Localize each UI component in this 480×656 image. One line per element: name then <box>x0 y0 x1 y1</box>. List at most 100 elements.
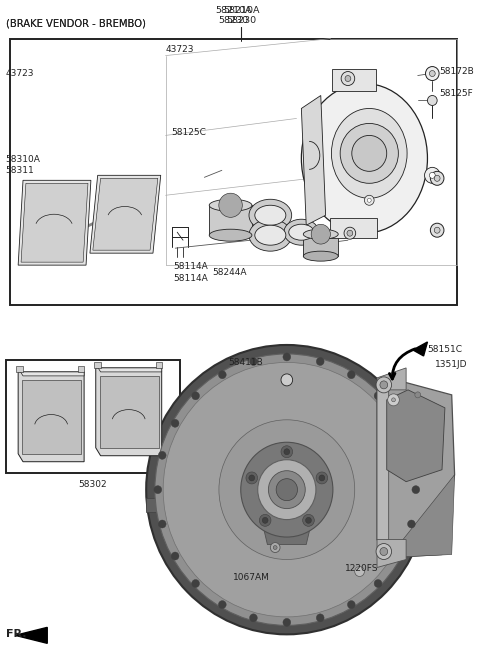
Polygon shape <box>377 539 406 567</box>
Text: 58230: 58230 <box>218 16 249 25</box>
Polygon shape <box>100 376 159 448</box>
Circle shape <box>374 579 382 588</box>
Circle shape <box>348 601 355 609</box>
Polygon shape <box>260 512 314 544</box>
Circle shape <box>431 171 444 185</box>
Ellipse shape <box>258 460 316 520</box>
Circle shape <box>158 520 166 528</box>
Circle shape <box>192 392 200 400</box>
Circle shape <box>283 353 291 361</box>
Circle shape <box>250 614 257 622</box>
Polygon shape <box>16 366 23 372</box>
Circle shape <box>424 167 440 183</box>
Circle shape <box>306 518 312 523</box>
Circle shape <box>430 173 435 178</box>
Polygon shape <box>18 180 91 265</box>
Circle shape <box>425 66 439 81</box>
Circle shape <box>412 485 420 494</box>
Bar <box>11 39 456 305</box>
Text: 58311: 58311 <box>6 167 34 175</box>
Circle shape <box>218 601 226 609</box>
Polygon shape <box>377 378 455 558</box>
Ellipse shape <box>241 442 333 537</box>
Circle shape <box>341 72 355 85</box>
Circle shape <box>434 175 440 181</box>
Text: 43723: 43723 <box>6 68 34 77</box>
Ellipse shape <box>303 251 338 261</box>
Circle shape <box>218 371 226 379</box>
Polygon shape <box>413 342 428 356</box>
Circle shape <box>316 614 324 622</box>
Circle shape <box>380 381 388 389</box>
Text: 58125F: 58125F <box>439 89 473 98</box>
Bar <box>303 234 338 256</box>
Bar <box>333 68 376 91</box>
Ellipse shape <box>303 229 338 239</box>
Ellipse shape <box>276 479 298 501</box>
Circle shape <box>344 227 356 239</box>
Circle shape <box>395 419 402 427</box>
Circle shape <box>431 223 444 237</box>
Text: (BRAKE VENDOR - BREMBO): (BRAKE VENDOR - BREMBO) <box>6 18 145 29</box>
Text: 58210A: 58210A <box>223 6 260 14</box>
Polygon shape <box>21 183 88 262</box>
Circle shape <box>388 394 399 406</box>
Text: 1351JD: 1351JD <box>435 360 468 369</box>
Circle shape <box>345 75 351 81</box>
Circle shape <box>273 546 277 550</box>
Circle shape <box>154 485 162 494</box>
Text: (BRAKE VENDOR - BREMBO): (BRAKE VENDOR - BREMBO) <box>6 18 145 29</box>
Circle shape <box>281 374 293 386</box>
Circle shape <box>262 518 268 523</box>
Circle shape <box>415 392 420 398</box>
Ellipse shape <box>255 205 286 225</box>
Circle shape <box>171 552 179 560</box>
Polygon shape <box>22 380 81 454</box>
Text: 58310A: 58310A <box>6 155 40 165</box>
Polygon shape <box>93 178 158 250</box>
Ellipse shape <box>146 345 428 634</box>
Circle shape <box>355 567 364 577</box>
Ellipse shape <box>331 108 407 198</box>
Polygon shape <box>78 366 84 372</box>
Polygon shape <box>156 362 162 368</box>
Circle shape <box>283 619 291 626</box>
Circle shape <box>311 224 330 244</box>
Circle shape <box>25 247 35 257</box>
Circle shape <box>316 472 328 484</box>
Polygon shape <box>389 475 455 558</box>
Circle shape <box>270 543 280 552</box>
Text: 43723: 43723 <box>166 45 194 54</box>
Text: 58125C: 58125C <box>171 129 206 137</box>
Circle shape <box>303 514 314 526</box>
Circle shape <box>281 445 293 458</box>
Circle shape <box>392 398 396 402</box>
Circle shape <box>376 377 392 393</box>
Circle shape <box>284 449 290 455</box>
Polygon shape <box>18 372 84 462</box>
Circle shape <box>428 96 437 106</box>
Text: 1220FS: 1220FS <box>345 565 379 573</box>
Ellipse shape <box>284 219 319 245</box>
Text: 1067AM: 1067AM <box>232 573 269 583</box>
Circle shape <box>348 371 355 379</box>
Text: 58230: 58230 <box>226 16 256 25</box>
Text: 58114A: 58114A <box>173 274 208 283</box>
Polygon shape <box>15 627 47 644</box>
Circle shape <box>367 198 371 202</box>
Ellipse shape <box>163 362 410 617</box>
Text: 58114A: 58114A <box>173 262 208 271</box>
Circle shape <box>395 552 402 560</box>
Circle shape <box>340 123 398 183</box>
Text: 58411B: 58411B <box>228 358 264 367</box>
Text: 58302: 58302 <box>79 480 107 489</box>
Circle shape <box>219 193 242 217</box>
Polygon shape <box>377 368 406 390</box>
Polygon shape <box>387 390 445 482</box>
Circle shape <box>147 194 155 201</box>
Text: 58172B: 58172B <box>439 66 474 75</box>
Ellipse shape <box>219 420 355 560</box>
Circle shape <box>316 358 324 365</box>
Ellipse shape <box>249 219 292 251</box>
Ellipse shape <box>209 229 252 241</box>
